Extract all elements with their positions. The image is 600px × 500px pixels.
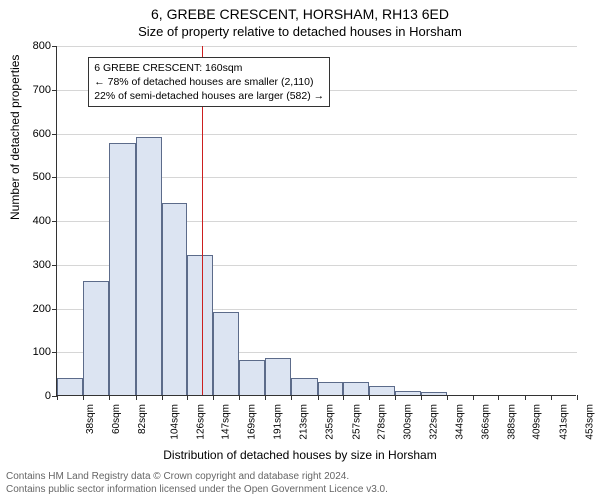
x-tick-label: 453sqm	[584, 404, 595, 440]
x-tick-mark	[525, 395, 526, 400]
x-tick-label: 82sqm	[137, 404, 148, 434]
y-tick-mark	[52, 90, 57, 91]
x-tick-mark	[239, 395, 240, 400]
x-tick-label: 191sqm	[273, 404, 284, 440]
x-tick-mark	[498, 395, 499, 400]
x-tick-label: 278sqm	[376, 404, 387, 440]
y-tick-mark	[52, 177, 57, 178]
x-tick-mark	[369, 395, 370, 400]
y-tick-mark	[52, 352, 57, 353]
y-tick-label: 500	[11, 171, 51, 183]
histogram-bar	[187, 255, 213, 395]
plot-region: 010020030040050060070080038sqm60sqm82sqm…	[56, 46, 576, 396]
histogram-bar	[395, 391, 421, 395]
y-tick-label: 0	[11, 390, 51, 402]
x-tick-label: 300sqm	[402, 404, 413, 440]
x-tick-mark	[395, 395, 396, 400]
histogram-bar	[291, 378, 317, 396]
x-tick-label: 322sqm	[429, 404, 440, 440]
x-tick-mark	[291, 395, 292, 400]
x-tick-mark	[109, 395, 110, 400]
footer-line-1: Contains HM Land Registry data © Crown c…	[6, 471, 388, 484]
x-tick-mark	[136, 395, 137, 400]
x-tick-label: 388sqm	[507, 404, 518, 440]
y-tick-label: 400	[11, 215, 51, 227]
y-tick-label: 200	[11, 303, 51, 315]
histogram-bar	[265, 358, 291, 395]
x-tick-mark	[83, 395, 84, 400]
footer-attribution: Contains HM Land Registry data © Crown c…	[6, 471, 388, 496]
x-tick-label: 147sqm	[220, 404, 231, 440]
x-tick-label: 409sqm	[532, 404, 543, 440]
x-tick-mark	[473, 395, 474, 400]
x-tick-label: 213sqm	[299, 404, 310, 440]
y-tick-mark	[52, 221, 57, 222]
chart-container: 6, GREBE CRESCENT, HORSHAM, RH13 6ED Siz…	[0, 0, 600, 500]
chart-subtitle: Size of property relative to detached ho…	[0, 22, 600, 39]
x-tick-mark	[187, 395, 188, 400]
x-tick-label: 104sqm	[169, 404, 180, 440]
y-tick-label: 300	[11, 259, 51, 271]
histogram-bar	[136, 137, 162, 395]
y-tick-label: 800	[11, 40, 51, 52]
annotation-line: 22% of semi-detached houses are larger (…	[94, 89, 324, 103]
chart-area: 010020030040050060070080038sqm60sqm82sqm…	[56, 46, 576, 424]
y-tick-label: 600	[11, 128, 51, 140]
histogram-bar	[109, 143, 135, 395]
x-tick-mark	[162, 395, 163, 400]
x-tick-mark	[447, 395, 448, 400]
x-tick-label: 257sqm	[351, 404, 362, 440]
x-tick-label: 235sqm	[325, 404, 336, 440]
annotation-line: 6 GREBE CRESCENT: 160sqm	[94, 61, 324, 75]
histogram-bar	[162, 203, 187, 396]
histogram-bar	[57, 378, 83, 396]
x-tick-label: 344sqm	[455, 404, 466, 440]
x-tick-label: 169sqm	[246, 404, 257, 440]
y-tick-mark	[52, 309, 57, 310]
x-tick-label: 431sqm	[558, 404, 569, 440]
y-tick-label: 700	[11, 84, 51, 96]
annotation-box: 6 GREBE CRESCENT: 160sqm← 78% of detache…	[88, 57, 330, 108]
histogram-bar	[343, 382, 369, 395]
x-axis-label: Distribution of detached houses by size …	[0, 448, 600, 462]
x-tick-mark	[57, 395, 58, 400]
x-tick-mark	[213, 395, 214, 400]
histogram-bar	[421, 392, 447, 396]
x-tick-mark	[318, 395, 319, 400]
annotation-line: ← 78% of detached houses are smaller (2,…	[94, 75, 324, 89]
histogram-bar	[83, 281, 109, 395]
x-tick-label: 60sqm	[111, 404, 122, 434]
histogram-bar	[239, 360, 265, 395]
y-tick-mark	[52, 134, 57, 135]
histogram-bar	[369, 386, 395, 395]
x-tick-label: 126sqm	[195, 404, 206, 440]
y-tick-label: 100	[11, 346, 51, 358]
histogram-bar	[213, 312, 239, 395]
x-tick-mark	[577, 395, 578, 400]
x-tick-mark	[343, 395, 344, 400]
x-tick-mark	[265, 395, 266, 400]
y-tick-mark	[52, 46, 57, 47]
histogram-bar	[318, 382, 343, 395]
x-tick-mark	[551, 395, 552, 400]
gridline	[57, 134, 577, 135]
chart-title: 6, GREBE CRESCENT, HORSHAM, RH13 6ED	[0, 0, 600, 22]
x-tick-label: 366sqm	[481, 404, 492, 440]
y-tick-mark	[52, 265, 57, 266]
gridline	[57, 46, 577, 47]
footer-line-2: Contains public sector information licen…	[6, 484, 388, 497]
x-tick-mark	[421, 395, 422, 400]
x-tick-label: 38sqm	[85, 404, 96, 434]
